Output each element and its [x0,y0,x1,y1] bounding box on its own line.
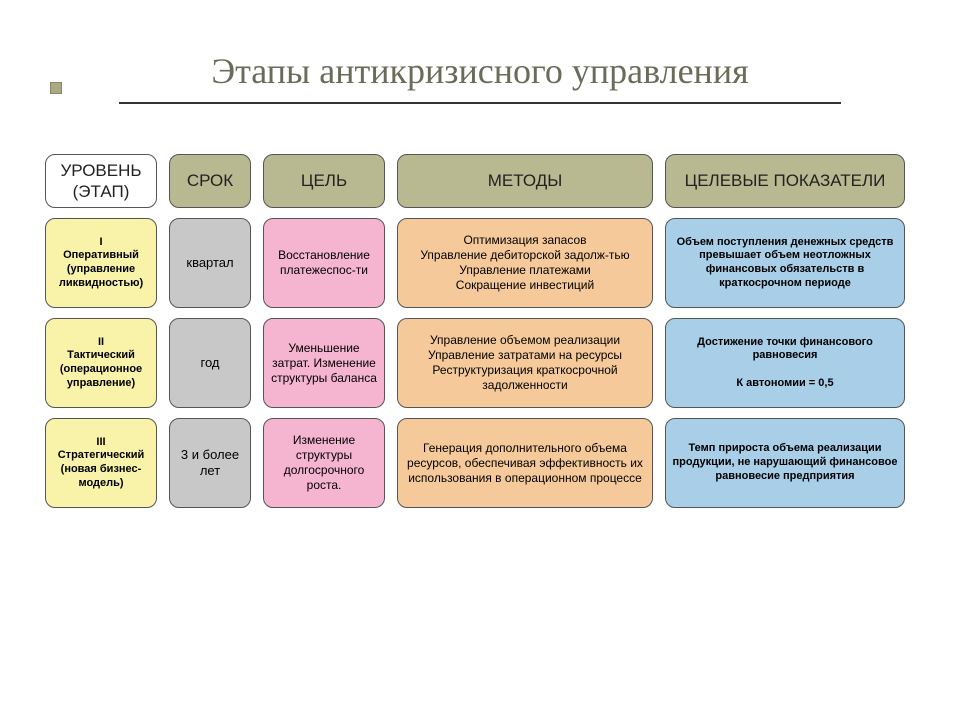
level-cell: IIТактический (операционное управление) [45,318,157,408]
kpi-cell: Темп прироста объема реализации продукци… [665,418,905,508]
methods-cell: Оптимизация запасовУправление дебиторско… [397,218,653,308]
goal-cell: Уменьшение затрат. Изменение структуры б… [263,318,385,408]
term-cell: квартал [169,218,251,308]
kpi-cell: Достижение точки финансового равновесияК… [665,318,905,408]
title-underline [119,102,841,104]
slide-container: Этапы антикризисного управления УРОВЕНЬ … [0,0,960,720]
slide-title: Этапы антикризисного управления [40,50,920,92]
kpi-cell: Объем поступления денежных средств превы… [665,218,905,308]
header-level: УРОВЕНЬ (ЭТАП) [45,154,157,208]
header-goal: ЦЕЛЬ [263,154,385,208]
methods-cell: Генерация дополнительного объема ресурсо… [397,418,653,508]
header-methods: МЕТОДЫ [397,154,653,208]
level-cell: IОперативный (управление ликвидностью) [45,218,157,308]
title-bullet-icon [50,82,62,94]
methods-cell: Управление объемом реализацииУправление … [397,318,653,408]
goal-cell: Восстановление платежеспос-ти [263,218,385,308]
header-term: СРОК [169,154,251,208]
term-cell: 3 и более лет [169,418,251,508]
goal-cell: Изменение структуры долгосрочного роста. [263,418,385,508]
stages-grid: УРОВЕНЬ (ЭТАП) СРОК ЦЕЛЬ МЕТОДЫ ЦЕЛЕВЫЕ … [40,154,920,508]
term-cell: год [169,318,251,408]
header-kpi: ЦЕЛЕВЫЕ ПОКАЗАТЕЛИ [665,154,905,208]
level-cell: IIIСтратегический (новая бизнес-модель) [45,418,157,508]
